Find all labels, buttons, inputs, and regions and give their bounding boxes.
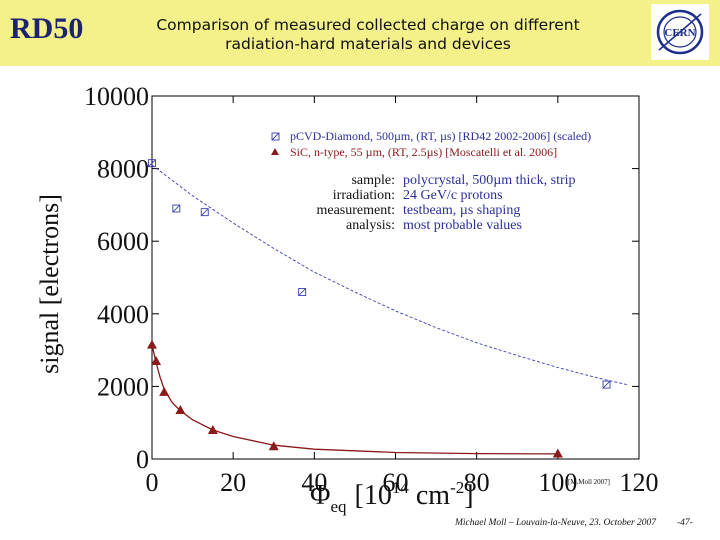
info-label-sample: sample: <box>351 173 395 188</box>
y-tick-label-0: 0 <box>136 445 149 474</box>
info-label-analysis: analysis: <box>346 218 395 233</box>
x-tick-label-6: 120 <box>620 468 659 497</box>
diamond-point-3 <box>298 288 307 296</box>
legend: pCVD-Diamond, 500µm, (RT, µs) [RD42 2002… <box>271 129 591 159</box>
footer-author: Michael Moll – Louvain-la-Neuve, 23. Oct… <box>455 518 657 528</box>
diamond-point-0 <box>148 159 156 168</box>
sic-point-3 <box>175 404 186 414</box>
x-axis-label-phi: Φ <box>310 480 330 511</box>
x-axis-label-unit-a: [10 <box>355 480 392 511</box>
x-tick-label-1: 20 <box>220 468 246 497</box>
fit-line-diamond <box>151 164 627 386</box>
diamond-point-2 <box>200 208 209 217</box>
y-axis-label: signal [electrons] <box>35 194 64 374</box>
y-tick-label-1: 2000 <box>97 372 149 401</box>
legend-marker-sic <box>271 148 279 155</box>
slide-title: Comparison of measured collected charge … <box>118 16 618 54</box>
x-tick-label-4: 80 <box>464 468 490 497</box>
y-tick-label-3: 6000 <box>97 227 149 256</box>
sic-point-5 <box>268 441 279 451</box>
x-axis-label-unit-b: cm <box>409 480 450 511</box>
info-value-irradiation: 24 GeV/c protons <box>403 188 503 203</box>
info-label-measurement: measurement: <box>316 203 395 218</box>
sic-point-4 <box>207 424 218 434</box>
cern-logo-text: CERN <box>664 27 695 39</box>
chart: 0 20 40 60 80 100 120 0 2000 4000 6000 8000 10000 si… <box>35 82 659 516</box>
sic-point-2 <box>159 386 170 396</box>
x-tick-label-3: 60 <box>383 468 409 497</box>
sic-point-0 <box>147 339 157 349</box>
info-value-measurement: testbeam, µs shaping <box>403 203 520 218</box>
x-axis-label-sub: eq <box>330 497 347 516</box>
diamond-point-1 <box>172 204 181 213</box>
info-value-analysis: most probable values <box>403 218 522 233</box>
plot-credit: [M.Moll 2007] <box>568 478 610 486</box>
rd50-badge: RD50 <box>10 12 84 45</box>
y-tick-label-2: 4000 <box>97 300 149 329</box>
cern-logo-icon: CERN <box>651 4 709 60</box>
x-tick-label-2: 40 <box>301 468 327 497</box>
x-axis-label-unit-c: ] <box>464 480 473 511</box>
legend-marker-diamond <box>271 132 280 141</box>
x-tick-label-0: 0 <box>146 468 159 497</box>
y-tick-label-4: 8000 <box>97 155 149 184</box>
page-number: -47- <box>677 518 693 528</box>
info-block: sample: polycrystal, 500µm thick, strip … <box>316 173 575 233</box>
slide-title-line1: Comparison of measured collected charge … <box>156 16 580 34</box>
header-bar: RD50 Comparison of measured collected ch… <box>0 0 720 66</box>
info-value-sample: polycrystal, 500µm thick, strip <box>403 173 576 188</box>
sic-point-6 <box>552 448 563 458</box>
sic-point-1 <box>151 355 162 365</box>
info-label-irradiation: irradiation: <box>333 188 395 203</box>
y-tick-label-5: 10000 <box>84 82 149 111</box>
x-axis-label-exp2: -2 <box>450 478 464 497</box>
legend-label-diamond: pCVD-Diamond, 500µm, (RT, µs) [RD42 2002… <box>290 129 591 143</box>
diamond-point-4 <box>602 380 611 389</box>
x-tick-label-5: 100 <box>538 468 577 497</box>
x-axis-label: Φeq [1014 cm-2] <box>310 478 474 516</box>
fit-line-sic <box>151 344 558 455</box>
legend-label-sic: SiC, n-type, 55 µm, (RT, 2.5µs) [Moscate… <box>290 145 557 159</box>
x-axis-label-exp1: 14 <box>392 478 410 497</box>
slide-title-line2: radiation-hard materials and devices <box>225 35 511 53</box>
